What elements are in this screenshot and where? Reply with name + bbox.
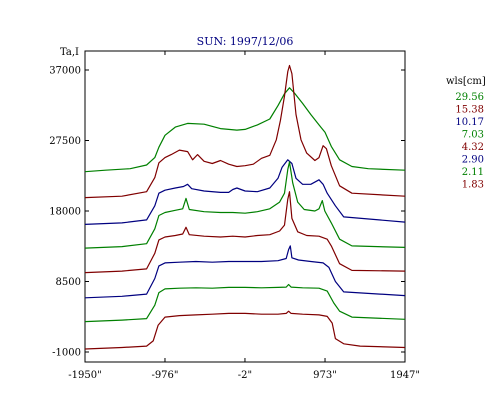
y-tick-label: 8500 <box>56 277 81 288</box>
legend-entry: 4.32 <box>462 142 484 153</box>
legend-entry: 15.38 <box>455 105 484 116</box>
chart-title: SUN: 1997/12/06 <box>197 35 294 48</box>
series-line-4-32 <box>84 191 406 274</box>
series-line-15-38 <box>84 64 406 199</box>
series-line-7-03 <box>84 161 406 249</box>
y-axis-label: Ta,I <box>60 47 79 58</box>
x-tick-label: -1950" <box>68 370 101 381</box>
series-line-10-17 <box>84 159 406 225</box>
y-tick-label: 18000 <box>49 207 81 218</box>
legend-entry: 1.83 <box>462 180 484 191</box>
x-tick-label: 1947" <box>390 370 420 381</box>
legend-entry: 7.03 <box>462 130 484 141</box>
x-tick-label: 973" <box>313 370 337 381</box>
legend-entry: 10.17 <box>455 117 484 128</box>
legend-entry: 2.11 <box>462 167 484 178</box>
legend-entry: 29.56 <box>455 92 484 103</box>
y-tick-label: -1000 <box>52 348 81 359</box>
series-line-2-90 <box>84 245 406 299</box>
series-line-29-56 <box>84 87 406 173</box>
axis-layer: 37000 27500 18000 8500 -1000 -1950" -976" -2" 97… <box>49 51 420 381</box>
series-line-2-11 <box>84 283 406 323</box>
legend-title: wls[cm] <box>446 76 486 87</box>
y-tick-label: 37000 <box>49 66 81 77</box>
series-line-1-83 <box>84 310 406 350</box>
y-tick-label: 27500 <box>49 136 81 147</box>
x-tick-label: -976" <box>151 370 178 381</box>
x-tick-label: -2" <box>238 370 252 381</box>
series-layer <box>84 64 406 350</box>
legend-entry: 2.90 <box>462 155 484 166</box>
plot-frame <box>84 50 406 363</box>
